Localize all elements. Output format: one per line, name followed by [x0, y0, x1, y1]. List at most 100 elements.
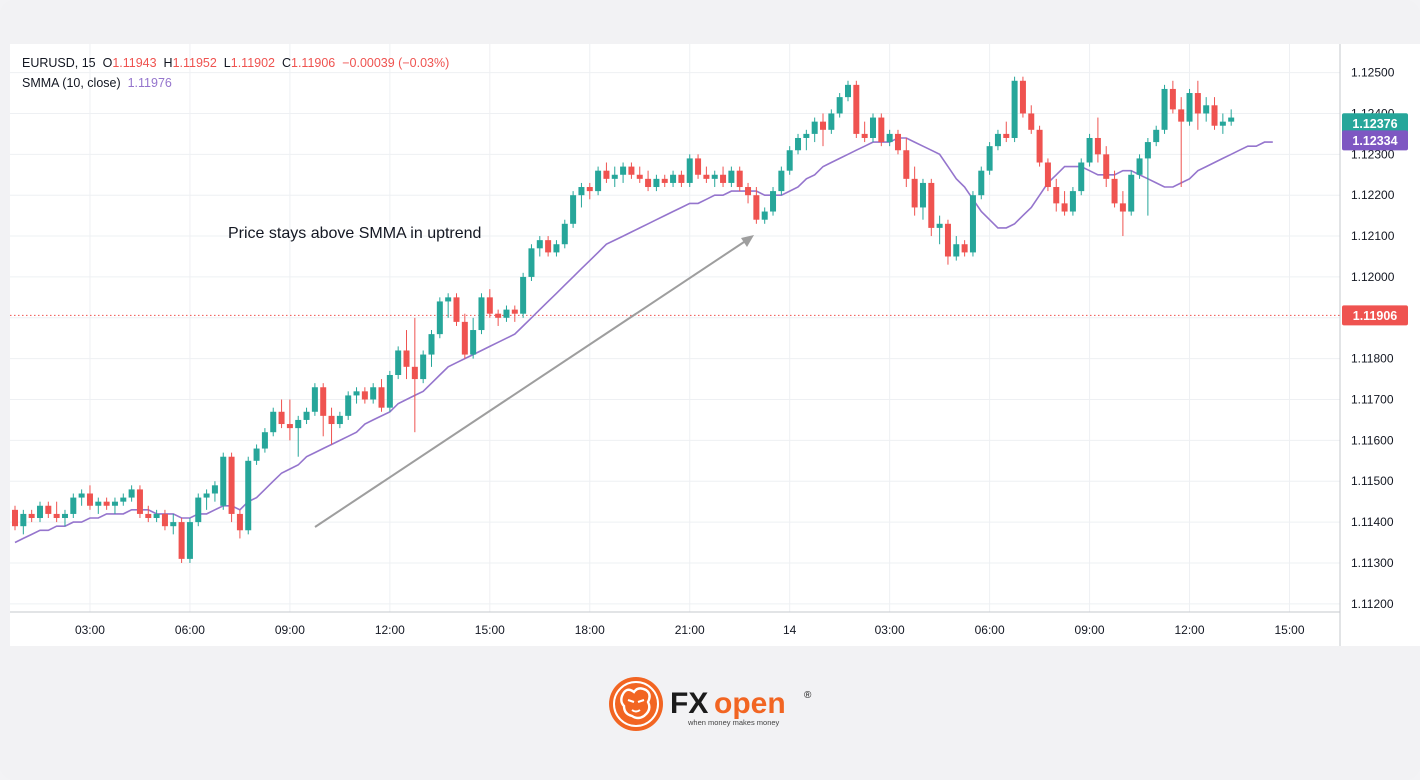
time-tick-label: 14 [783, 623, 797, 637]
candle [728, 166, 735, 188]
candle [236, 509, 243, 539]
candle-body [645, 178, 652, 188]
candle-body [611, 174, 618, 179]
candle-body [503, 309, 510, 318]
candle-body [603, 170, 610, 179]
candle [220, 452, 227, 510]
candle [595, 166, 602, 196]
candle-body [395, 350, 402, 375]
candle-body [861, 133, 868, 138]
candle [170, 513, 177, 535]
candle-body [345, 395, 352, 416]
candle-body [153, 513, 160, 519]
candle [445, 293, 452, 318]
price-tick-label: 1.12200 [1351, 188, 1395, 202]
candle [886, 129, 893, 147]
candle [111, 497, 118, 514]
candle [370, 383, 377, 404]
candle-body [36, 505, 43, 519]
candle-body [320, 387, 327, 416]
candle [1178, 97, 1185, 188]
candle [711, 170, 718, 188]
candle-body [1011, 80, 1018, 138]
candle [845, 80, 851, 102]
time-tick-label: 03:00 [875, 623, 905, 637]
candle [61, 509, 68, 527]
candle-body [994, 133, 1001, 147]
candle-body [661, 178, 668, 183]
candle [195, 493, 202, 527]
candle [911, 166, 918, 216]
candle [878, 113, 885, 147]
candle [78, 489, 85, 506]
candle [620, 162, 627, 183]
candle-body [770, 191, 777, 212]
candle [811, 117, 818, 143]
candle-body [869, 117, 876, 138]
candle [420, 350, 427, 384]
candle-body [620, 166, 627, 175]
candle [545, 236, 552, 257]
candle [128, 485, 135, 502]
candle-body [928, 182, 935, 228]
price-tick-label: 1.11800 [1351, 352, 1394, 366]
price-tick-label: 1.12300 [1351, 147, 1395, 161]
candle [311, 383, 318, 416]
low-label: L [223, 56, 231, 70]
candle [28, 509, 35, 523]
price-tag-label: 1.12334 [1352, 134, 1397, 148]
candle-body [711, 174, 718, 179]
candle [20, 509, 27, 535]
candle [695, 154, 702, 179]
close-value: 1.11906 [291, 56, 336, 70]
candle [211, 481, 218, 502]
candle-body [236, 513, 243, 531]
candle [95, 497, 102, 514]
candle [45, 501, 52, 519]
indicator-line: SMMA (10, close) 1.11976 [22, 73, 449, 93]
candle [1186, 88, 1193, 126]
candle [1111, 170, 1118, 208]
candle-body [486, 297, 493, 314]
candle [1069, 187, 1076, 216]
candle-body [695, 158, 702, 175]
candle-body [1111, 178, 1118, 204]
candle [578, 182, 585, 208]
candle [861, 121, 868, 143]
candle [961, 240, 968, 257]
smma-line [14, 137, 1273, 544]
candle [295, 415, 302, 457]
candle [1144, 137, 1151, 216]
price-tag-label: 1.12376 [1352, 117, 1397, 131]
candle [1044, 158, 1051, 192]
indicator-value: 1.11976 [127, 76, 172, 90]
candle-body [1078, 162, 1085, 192]
candle-body [95, 501, 102, 506]
candle-body [953, 244, 960, 257]
candle-body [78, 493, 85, 498]
candle [903, 137, 910, 188]
candle [828, 109, 835, 134]
candle-body [753, 195, 760, 220]
candle-body [545, 240, 552, 253]
candle-body [278, 411, 285, 425]
time-tick-label: 09:00 [275, 623, 305, 637]
candle-body [170, 522, 177, 527]
candle [1078, 158, 1085, 196]
candle-body [370, 387, 377, 400]
candlestick-chart[interactable]: 1.125001.124001.123001.122001.121001.120… [10, 44, 1420, 646]
time-tick-label: 12:00 [375, 623, 405, 637]
candle-body [1069, 191, 1076, 212]
candle-body [361, 391, 368, 400]
candle-body [220, 456, 227, 506]
candle [553, 240, 560, 257]
price-tag-label: 1.11906 [1353, 309, 1398, 323]
price-tick-label: 1.12000 [1351, 270, 1395, 284]
candle-body [386, 374, 393, 408]
candle-body [178, 522, 185, 559]
candle-body [728, 170, 735, 183]
candle-body [1153, 129, 1160, 143]
candle-body [628, 166, 635, 175]
candle [353, 387, 360, 404]
chart-panel[interactable]: 1.125001.124001.123001.122001.121001.120… [10, 44, 1420, 646]
